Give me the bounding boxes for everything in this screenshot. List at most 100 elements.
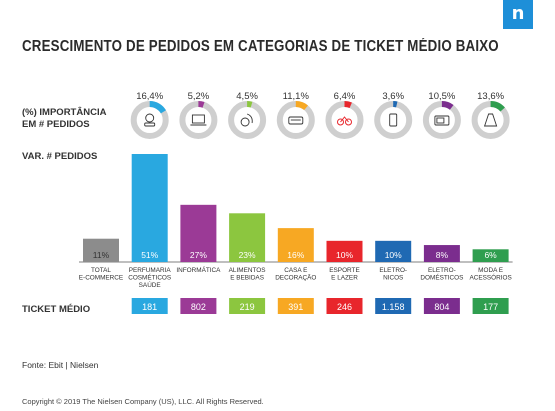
importance-ring-arc: [490, 101, 505, 112]
category-label: ACESSÓRIOS: [469, 273, 511, 282]
bicycle-icon-wheel: [345, 118, 352, 126]
importance-value-label: 6,4%: [334, 91, 356, 102]
ticket-value: 219: [240, 302, 255, 312]
sofa-icon-body: [288, 116, 304, 125]
ticket-value: 391: [288, 302, 303, 312]
bar-value-label: 23%: [239, 250, 256, 260]
importance-ring-arc: [295, 101, 309, 111]
ticket-box: [326, 298, 363, 314]
ticket-box: [131, 298, 168, 314]
bicycle-icon-wheel: [337, 118, 344, 126]
bar-value-label: 6%: [484, 250, 497, 260]
source-note: Fonte: Ebit | Nielsen: [22, 360, 99, 370]
category-label: PERFUMARIA: [129, 267, 172, 274]
nielsen-logo-glyph: n: [511, 3, 525, 24]
ticket-box: [423, 298, 460, 314]
importance-value-label: 11,1%: [283, 91, 310, 102]
dress-icon-shape: [483, 113, 498, 127]
bar-value-label: 10%: [336, 250, 353, 260]
category-label: E BEBIDAS: [230, 275, 264, 282]
importance-value-label: 16,4%: [136, 91, 163, 102]
copyright-note: Copyright © 2019 The Nielsen Company (US…: [22, 397, 264, 406]
bar: [326, 240, 363, 262]
bar: [375, 240, 412, 262]
importance-ring-center: [186, 108, 211, 132]
bar: [180, 204, 217, 262]
ticket-box: [277, 298, 314, 314]
cosmetics-icon-base: [144, 122, 156, 127]
category-label: NICOS: [383, 275, 403, 282]
bar-value-label: 51%: [141, 250, 158, 260]
bar-value-label: 11%: [93, 250, 110, 260]
category-label: TOTAL: [91, 267, 111, 274]
importance-ring-arc: [344, 101, 352, 109]
category-label: DECORAÇÃO: [275, 273, 316, 282]
category-label: COSMÉTICOS: [128, 273, 171, 282]
bicycle-icon-frame: [340, 116, 349, 123]
bar: [277, 228, 314, 262]
bar-value-label: 27%: [190, 250, 207, 260]
ticket-box: [180, 298, 217, 314]
importance-ring-arc: [149, 101, 166, 114]
importance-ring-arc: [246, 101, 253, 108]
ticket-value: 804: [434, 302, 449, 312]
ticket-box: [375, 298, 412, 314]
var-pedidos-label: VAR. # PEDIDOS: [22, 151, 98, 162]
ticket-box: [229, 298, 266, 314]
category-label: CASA E: [284, 267, 307, 274]
bar: [423, 245, 460, 262]
ticket-medio-label: TICKET MÉDIO: [22, 304, 91, 315]
bar-value-label: 16%: [287, 250, 304, 260]
category-label: E-COMMERCE: [79, 275, 123, 282]
category-group: 27% INFORMÁTICA 5,2% 802: [176, 91, 221, 314]
ticket-value: 246: [337, 302, 352, 312]
ticket-box: [472, 298, 509, 314]
importancia-label-line1: (%) IMPORTÂNCIA: [22, 107, 107, 118]
importance-ring-center: [478, 108, 503, 132]
importance-ring-center: [429, 108, 454, 132]
bar: [83, 238, 119, 262]
importance-ring-arc: [198, 101, 205, 108]
ticket-value: 1.158: [382, 302, 405, 312]
bar: [131, 154, 168, 262]
cosmetics-icon-mirror: [145, 113, 155, 123]
importance-ring-center: [137, 108, 162, 132]
category-label: ELETRO-: [428, 267, 456, 274]
food-icon-fruit: [240, 117, 250, 127]
category-label: INFORMÁTICA: [176, 265, 221, 274]
bar-value-label: 8%: [436, 250, 449, 260]
microwave-icon-body: [434, 115, 450, 126]
importance-ring-center: [381, 108, 406, 132]
importance-value-label: 10,5%: [428, 91, 455, 102]
category-label: SAÚDE: [139, 280, 161, 289]
chart-title: CRESCIMENTO DE PEDIDOS EM CATEGORIAS DE …: [22, 38, 499, 55]
smartphone-icon-body: [389, 113, 398, 127]
microwave-icon-door: [436, 117, 445, 124]
food-icon-banana: [246, 113, 253, 124]
importance-value-label: 13,6%: [477, 91, 504, 102]
category-group: 10% ELETRO-NICOS 3,6% 1.158: [374, 91, 413, 314]
importance-ring-center: [332, 108, 357, 132]
ticket-value: 177: [483, 302, 498, 312]
category-label: ELETRO-: [379, 267, 407, 274]
nielsen-logo: n: [503, 0, 533, 29]
bar: [472, 249, 509, 262]
importance-value-label: 3,6%: [382, 91, 404, 102]
ticket-value: 802: [191, 302, 206, 312]
importance-ring-arc: [441, 101, 454, 110]
importance-ring-center: [235, 108, 260, 132]
importancia-label: (%) IMPORTÂNCIA EM # PEDIDOS: [22, 107, 106, 131]
laptop-icon-screen: [191, 114, 205, 124]
category-label: MODA E: [478, 267, 503, 274]
category-label: ESPORTE: [329, 267, 359, 274]
bar: [229, 213, 266, 262]
importancia-label-line2: EM # PEDIDOS: [22, 119, 90, 130]
importance-value-label: 4,5%: [236, 91, 258, 102]
ticket-value: 181: [142, 302, 157, 312]
category-label: ALIMENTOS: [229, 267, 266, 274]
